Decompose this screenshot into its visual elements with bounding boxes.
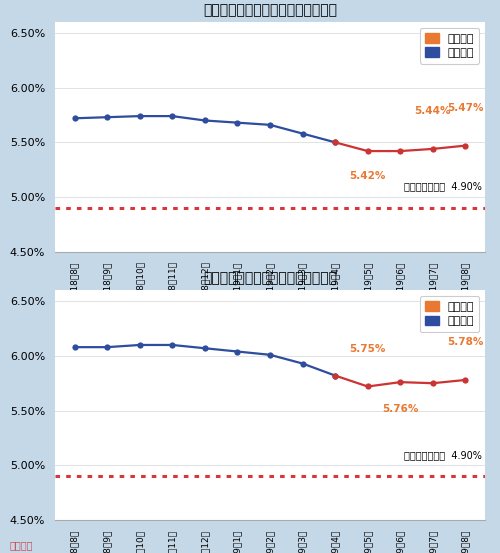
Text: 同期基准利率：  4.90%: 同期基准利率： 4.90% [404, 181, 481, 191]
Title: 近一年全国二套房贷款平均利率走势: 近一年全国二套房贷款平均利率走势 [203, 271, 337, 285]
Text: 5.42%: 5.42% [350, 171, 386, 181]
Text: 5.76%: 5.76% [382, 404, 418, 414]
Text: 5.78%: 5.78% [448, 337, 484, 347]
Text: 5.44%: 5.44% [414, 106, 451, 116]
Text: 5.47%: 5.47% [447, 103, 484, 113]
Text: 5.75%: 5.75% [350, 344, 386, 354]
Text: 同期基准利率：  4.90%: 同期基准利率： 4.90% [404, 450, 481, 460]
Title: 近一年全国首套房贷款平均利率走势: 近一年全国首套房贷款平均利率走势 [203, 3, 337, 17]
Text: 广州日报: 广州日报 [10, 540, 34, 550]
Legend: 连续上升, 连续下降: 连续上升, 连续下降 [420, 28, 480, 64]
Legend: 连续上升, 连续下降: 连续上升, 连续下降 [420, 296, 480, 332]
